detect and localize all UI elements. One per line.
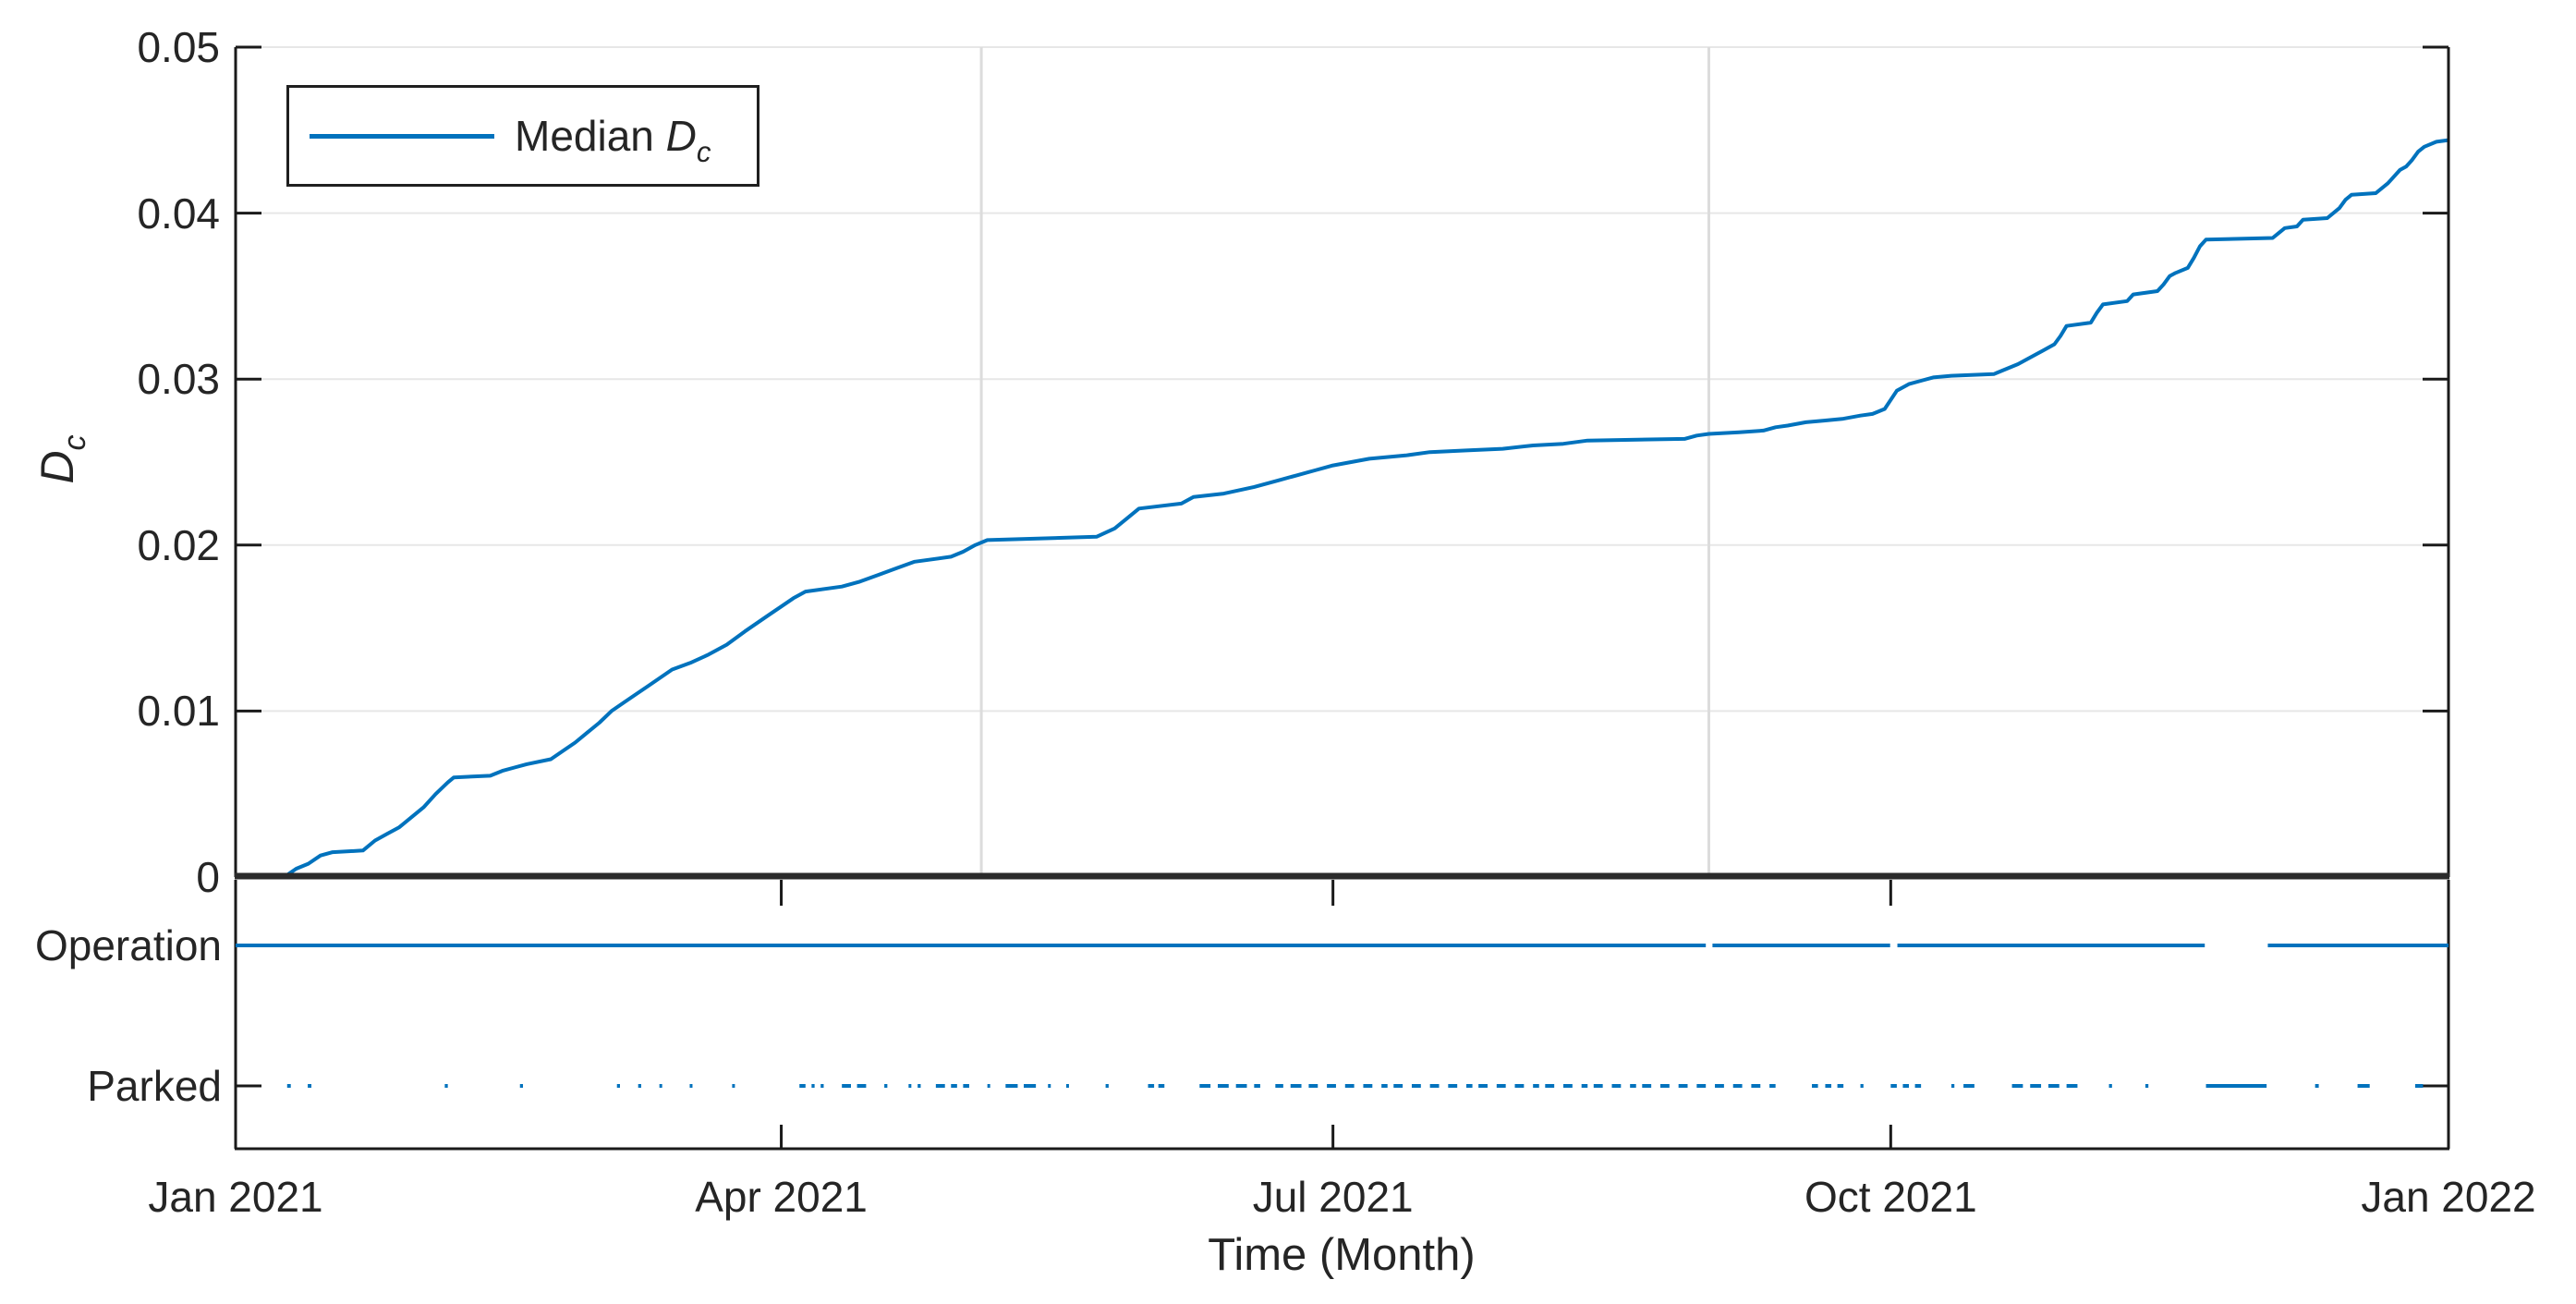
y-tick-label: 0.02 <box>137 520 220 569</box>
x-tick-label: Jan 2022 <box>2361 1173 2536 1221</box>
y-tick-label: 0.03 <box>137 355 220 404</box>
legend: Median Dc <box>286 85 759 187</box>
y-tick-label: 0.05 <box>137 23 220 71</box>
x-tick-label: Jan 2021 <box>148 1173 323 1221</box>
x-axis-label: Time (Month) <box>1208 1230 1476 1280</box>
legend-label-prefix: Median <box>515 112 666 160</box>
median-dc-curve <box>236 138 2449 879</box>
y-tick-label: 0.04 <box>137 189 220 238</box>
legend-label-symbol: D <box>665 112 697 160</box>
legend-label: Median Dc <box>515 112 711 166</box>
category-label-operation: Operation <box>34 921 222 969</box>
legend-label-subscript: c <box>696 135 711 168</box>
legend-line-swatch <box>310 133 494 139</box>
y-tick-label: 0 <box>196 853 220 901</box>
x-tick-label: Apr 2021 <box>695 1173 868 1221</box>
category-label-parked: Parked <box>87 1062 222 1110</box>
y-axis-label-subscript: c <box>56 434 92 451</box>
x-tick-label: Oct 2021 <box>1804 1173 1977 1221</box>
y-tick-label: 0.01 <box>137 687 220 736</box>
y-axis-label-symbol: D <box>31 450 83 484</box>
y-axis-label: Dc <box>31 434 92 484</box>
x-tick-label: Jul 2021 <box>1252 1173 1414 1221</box>
